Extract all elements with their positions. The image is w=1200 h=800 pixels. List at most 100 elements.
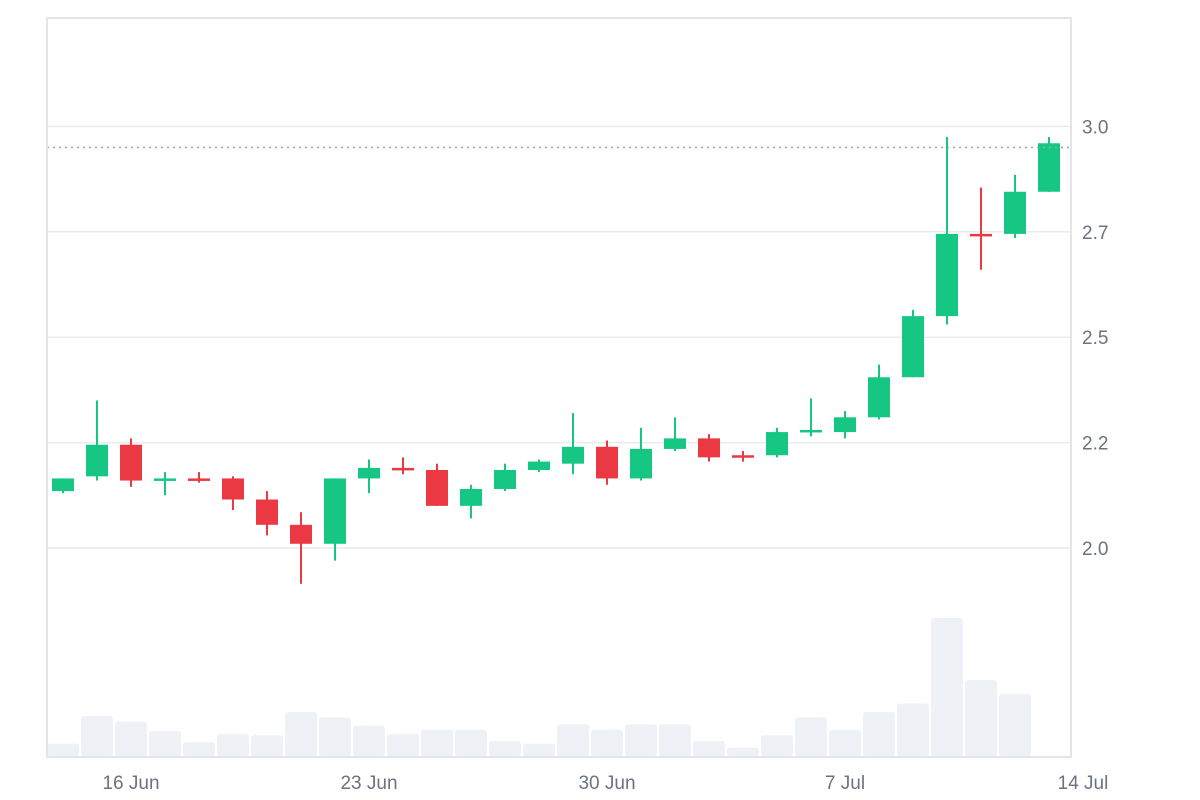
volume-bar (47, 743, 79, 756)
candle (936, 136, 958, 325)
x-tick-label: 14 Jul (1058, 773, 1109, 794)
volume-bar (285, 711, 317, 756)
candle (766, 427, 788, 458)
candle (460, 484, 482, 519)
volume-bar (115, 721, 147, 756)
candle (324, 478, 346, 561)
volume-bar (523, 743, 555, 756)
candle-body (664, 438, 686, 449)
candle-body (222, 478, 244, 500)
y-axis: 2.0 2.2 2.5 2.7 3.0 (1082, 117, 1108, 560)
volume-bar (999, 693, 1031, 756)
candle-body (834, 417, 856, 433)
candle (120, 438, 142, 487)
x-tick-label: 7 Jul (825, 773, 865, 794)
x-tick-label: 30 Jun (578, 773, 635, 794)
candle (1038, 136, 1060, 192)
y-tick-label: 2.5 (1082, 328, 1108, 349)
candle (630, 427, 652, 481)
grid-layer (47, 125, 1071, 549)
candle (596, 440, 618, 485)
volume-bar (557, 724, 589, 756)
candle-body (358, 467, 380, 479)
volume-bar (931, 618, 963, 756)
candle-body (868, 377, 890, 418)
candle (426, 463, 448, 506)
candle-body (154, 478, 176, 481)
volume-bar (693, 740, 725, 756)
candle (290, 512, 312, 584)
candle-body (256, 499, 278, 525)
candle-body (732, 455, 754, 458)
volume-bar (353, 725, 385, 756)
candle (392, 457, 414, 475)
candle-body (1004, 191, 1026, 234)
y-tick-label: 2.0 (1082, 539, 1108, 560)
candle (868, 364, 890, 420)
volume-bar (795, 717, 827, 756)
candle-body (562, 446, 584, 464)
candle-body (902, 316, 924, 378)
candle-body (120, 444, 142, 481)
candle (664, 417, 686, 452)
volume-bar (761, 735, 793, 756)
candle (834, 410, 856, 439)
candle-body (1038, 143, 1060, 192)
volume-bar (149, 731, 181, 756)
candle (52, 478, 74, 494)
candle-body (596, 446, 618, 479)
candle-body (290, 524, 312, 544)
volume-bar (183, 742, 215, 756)
candle-body (86, 444, 108, 477)
volume-bar (829, 729, 861, 756)
candle-body (324, 478, 346, 544)
candle (528, 459, 550, 473)
volume-bar (421, 729, 453, 756)
candle (358, 459, 380, 494)
candle (256, 491, 278, 536)
volume-bar (251, 735, 283, 756)
candle-body (460, 488, 482, 506)
volume-bar (489, 740, 521, 756)
candle-body (800, 429, 822, 433)
volume-bar (659, 724, 691, 756)
volume-bar (727, 747, 759, 756)
volume-bar (591, 729, 623, 756)
volume-layer (47, 618, 1031, 756)
candle (698, 434, 720, 462)
candle-body (188, 478, 210, 481)
candle-body (528, 461, 550, 471)
candle (494, 463, 516, 492)
candle-body (766, 432, 788, 456)
candle (1004, 174, 1026, 239)
volume-bar (965, 680, 997, 756)
candle-body (426, 470, 448, 506)
candle-body (52, 478, 74, 492)
plot-frame (46, 17, 1072, 758)
volume-bar (455, 729, 487, 756)
candle-body (970, 233, 992, 237)
candle (800, 398, 822, 437)
candle (902, 309, 924, 378)
candle-body (392, 467, 414, 471)
candle-body (494, 470, 516, 489)
volume-bar (319, 717, 351, 756)
y-tick-label: 2.7 (1082, 223, 1108, 244)
y-tick-label: 2.2 (1082, 434, 1108, 455)
candle (154, 472, 176, 496)
candle-body (698, 438, 720, 458)
candle (222, 476, 244, 511)
x-axis: 16 Jun 23 Jun 30 Jun 7 Jul 14 Jul (102, 773, 1108, 794)
volume-bar (897, 703, 929, 756)
volume-bar (81, 715, 113, 756)
volume-bar (863, 711, 895, 756)
volume-bar (387, 733, 419, 756)
x-tick-label: 23 Jun (340, 773, 397, 794)
x-tick-label: 16 Jun (102, 773, 159, 794)
candle (970, 187, 992, 270)
volume-bar (217, 733, 249, 756)
volume-bar (625, 724, 657, 756)
candle (562, 413, 584, 475)
candle-body (630, 448, 652, 479)
